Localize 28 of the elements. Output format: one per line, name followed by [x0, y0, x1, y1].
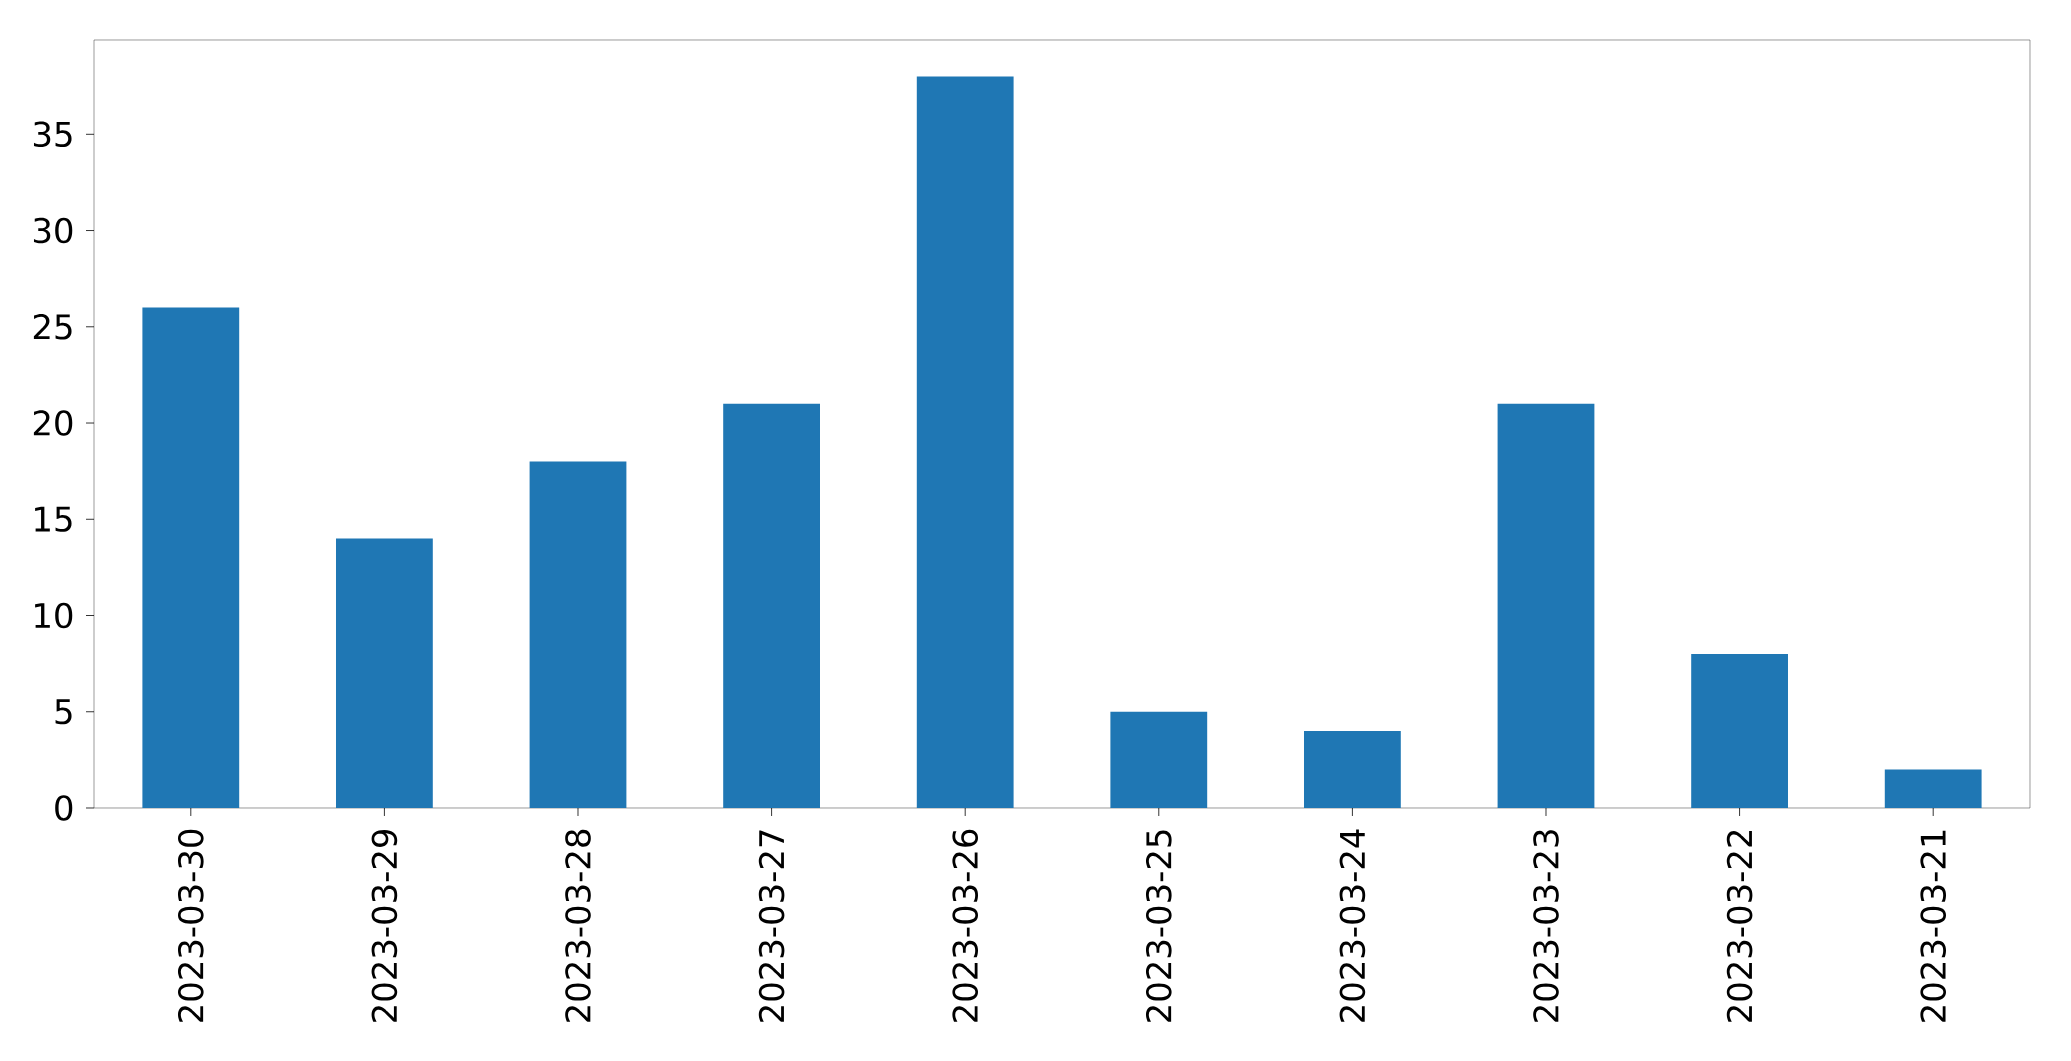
bar	[529, 461, 627, 808]
x-tick-label: 2023-03-28	[565, 829, 591, 1022]
bar	[336, 538, 433, 808]
bar	[1691, 654, 1788, 808]
bar	[1497, 403, 1595, 808]
bar	[1884, 769, 1982, 808]
y-tick-label: 35	[33, 121, 72, 148]
x-tick-label: 2023-03-22	[1726, 830, 1753, 1022]
bar	[723, 403, 820, 808]
x-tick-label: 2023-03-30	[177, 829, 204, 1022]
bar	[1110, 711, 1208, 808]
x-tick-label: 2023-03-24	[1339, 829, 1366, 1022]
x-tick-label: 2023-03-29	[371, 829, 398, 1022]
y-tick-label: 0	[55, 795, 73, 821]
x-tick-label: 2023-03-27	[758, 830, 785, 1022]
x-tick-label: 2023-03-26	[952, 829, 979, 1022]
x-tick-label: 2023-03-23	[1533, 830, 1559, 1022]
y-tick-label: 30	[33, 217, 73, 244]
x-tick-label: 2023-03-21	[1920, 830, 1947, 1022]
bar	[916, 76, 1014, 808]
y-tick-label: 25	[33, 313, 72, 340]
bar	[1304, 731, 1401, 808]
y-tick-label: 5	[55, 699, 72, 725]
bar	[142, 307, 240, 808]
x-tick-label: 2023-03-25	[1145, 830, 1172, 1022]
y-tick-label: 10	[35, 602, 73, 629]
y-tick-label: 15	[35, 506, 72, 532]
y-tick-label: 20	[33, 410, 73, 436]
